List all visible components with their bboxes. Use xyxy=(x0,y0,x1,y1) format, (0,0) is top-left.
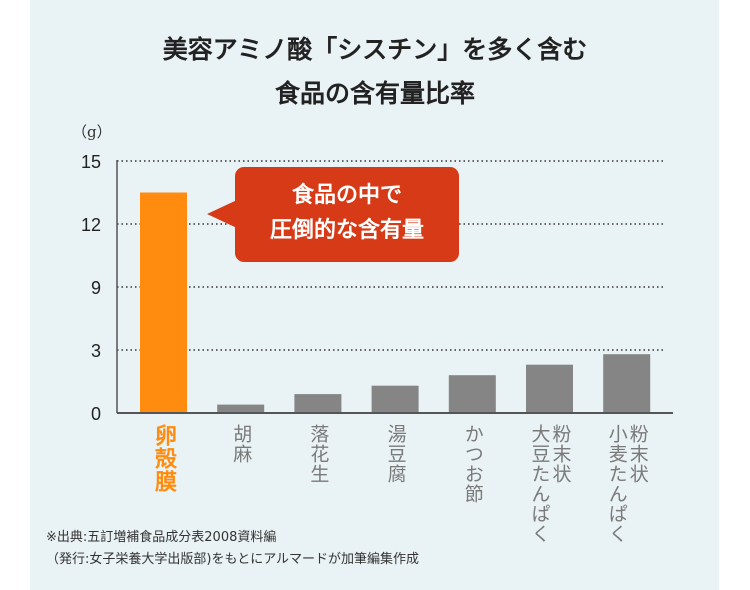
y-tick-label: 0 xyxy=(91,404,101,424)
x-tick-label: 湯豆腐 xyxy=(384,424,407,484)
chart-title: 美容アミノ酸「シスチン」を多く含む 食品の含有量比率 xyxy=(162,35,588,108)
bar xyxy=(140,192,187,413)
bar xyxy=(526,364,573,413)
bar xyxy=(448,375,496,413)
callout-pointer xyxy=(207,200,237,228)
y-tick-label: 12 xyxy=(81,215,101,235)
callout-box xyxy=(235,167,459,262)
y-axis-unit: （g） xyxy=(72,123,112,141)
y-tick-label: 3 xyxy=(91,341,101,361)
x-tick-label: 粉末状 大豆たんぱく xyxy=(528,424,572,544)
x-tick-label: 胡麻 xyxy=(230,424,253,464)
x-tick-label: 粉末状 小麦たんぱく xyxy=(605,424,649,544)
bar xyxy=(371,385,419,413)
y-tick-label: 15 xyxy=(81,152,101,172)
footnote: ※出典:五訂増補食品成分表2008資料編 （発行:女子栄養大学出版部)をもとにア… xyxy=(46,530,420,567)
bar xyxy=(603,354,651,413)
callout-text: 食品の中で 圧倒的な含有量 xyxy=(269,183,424,243)
x-tick-label: 落花生 xyxy=(307,424,330,484)
y-tick-label: 9 xyxy=(91,278,101,298)
bar xyxy=(217,404,265,413)
x-tick-label: 卵殻膜 xyxy=(151,424,176,493)
bar xyxy=(294,394,342,413)
x-tick-label: かつお節 xyxy=(461,424,484,504)
